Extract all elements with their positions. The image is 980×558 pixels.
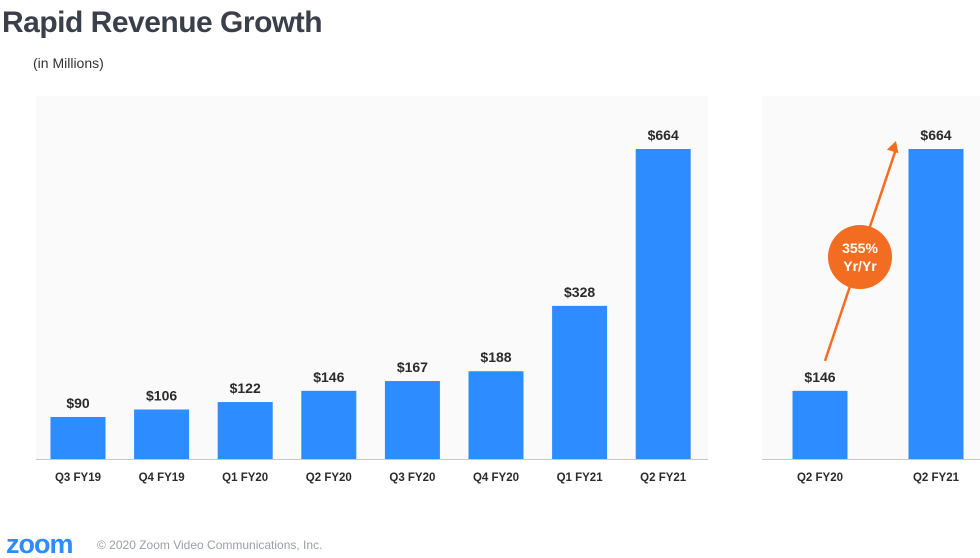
quarterly-tick-label: Q3 FY20 xyxy=(389,472,435,484)
slide-subtitle: (in Millions) xyxy=(33,55,104,71)
quarterly-tick-label: Q2 FY20 xyxy=(306,472,352,484)
zoom-logo: zoom xyxy=(6,529,73,558)
quarterly-data-label: $328 xyxy=(564,284,595,300)
slide-title: Rapid Revenue Growth xyxy=(2,6,323,39)
quarterly-revenue-chart: $90 Q3 FY19 $106 Q4 FY19 $122 Q1 FY20 $146 Q2 F… xyxy=(36,96,708,484)
quarterly-tick-label: Q4 FY19 xyxy=(139,472,185,484)
quarterly-data-label: $106 xyxy=(146,388,177,404)
quarterly-bar xyxy=(301,390,357,459)
comparison-bar xyxy=(908,149,964,459)
quarterly-bar xyxy=(635,149,691,459)
quarterly-tick-label: Q2 FY21 xyxy=(640,472,687,484)
quarterly-tick-label: Q3 FY19 xyxy=(55,472,101,484)
quarterly-bar xyxy=(384,381,440,459)
quarterly-bar xyxy=(468,371,524,459)
quarterly-tick-label: Q1 FY20 xyxy=(222,472,268,484)
comparison-tick-label: Q2 FY20 xyxy=(797,472,843,484)
comparison-bar xyxy=(792,390,848,459)
quarterly-data-label: $188 xyxy=(480,349,511,365)
quarterly-bar xyxy=(552,305,608,459)
comparison-tick-label: Q2 FY21 xyxy=(913,472,960,484)
quarterly-bar xyxy=(217,402,273,459)
copyright-text: © 2020 Zoom Video Communications, Inc. xyxy=(97,538,323,552)
quarterly-bar xyxy=(134,409,190,459)
growth-badge-percent: 355% xyxy=(842,240,878,256)
growth-badge-period: Yr/Yr xyxy=(843,258,877,274)
growth-arrow-head xyxy=(886,141,899,154)
growth-badge xyxy=(828,225,892,289)
quarterly-data-label: $664 xyxy=(648,127,679,143)
quarterly-data-label: $146 xyxy=(313,369,344,385)
yoy-comparison-chart: $146 Q2 FY20 $664 Q2 FY21 355% Yr/Yr xyxy=(762,96,980,484)
quarterly-data-label: $122 xyxy=(230,380,261,396)
comparison-data-label: $664 xyxy=(920,127,951,143)
quarterly-plot-background xyxy=(36,96,708,459)
quarterly-data-label: $90 xyxy=(66,395,90,411)
quarterly-tick-label: Q4 FY20 xyxy=(473,472,519,484)
quarterly-bar xyxy=(50,416,106,459)
comparison-data-label: $146 xyxy=(804,369,835,385)
quarterly-tick-label: Q1 FY21 xyxy=(557,472,604,484)
quarterly-data-label: $167 xyxy=(397,359,428,375)
